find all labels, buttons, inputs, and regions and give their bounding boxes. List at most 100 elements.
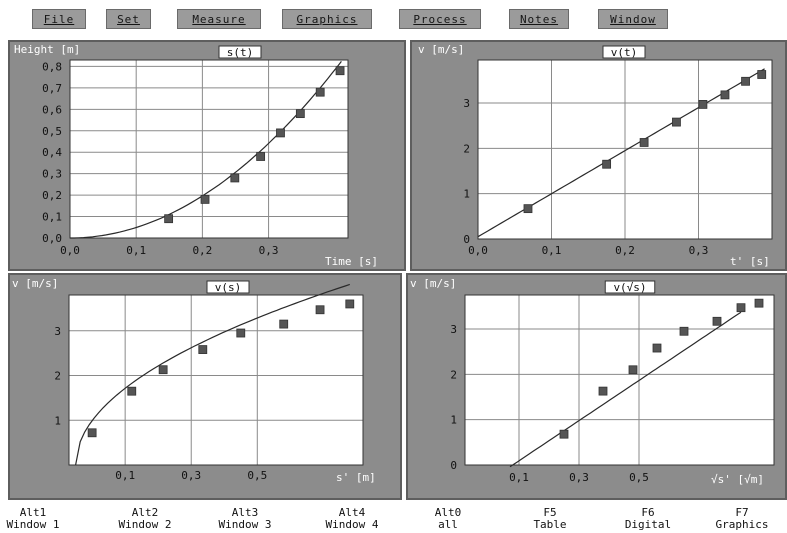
data-point: [720, 90, 730, 100]
y-tick-label: 1: [463, 188, 470, 201]
y-axis-label: v [m/s]: [410, 277, 456, 290]
menu-window[interactable]: Window: [598, 9, 668, 29]
data-point: [523, 204, 533, 214]
data-point: [741, 76, 750, 86]
chart-window-1[interactable]: 0,0 0,1 0,2 0,3 0,0 0,1 0,2 0,3 0,4 0,5 0,6 0,7 0,8 s…: [8, 40, 406, 271]
data-point: [639, 138, 649, 147]
y-tick-label: 0,2: [42, 189, 62, 202]
y-tick-label: 0: [463, 233, 470, 246]
x-tick-label: 0,5: [247, 469, 267, 482]
chart-window-2[interactable]: 0,0 0,1 0,2 0,3 0 1 2 3 v(t) v [m/s] t' [s]: [410, 40, 787, 271]
data-point: [345, 299, 355, 309]
data-point: [315, 305, 325, 315]
data-point: [230, 173, 240, 183]
data-point: [679, 326, 689, 336]
data-point: [754, 298, 764, 308]
y-tick-label: 0,3: [42, 168, 62, 181]
fit-curve: [75, 283, 350, 466]
y-tick-label: 0: [450, 459, 457, 472]
data-point: [256, 152, 266, 161]
fkey-alt2[interactable]: Alt2 Window 2: [118, 506, 172, 531]
x-tick-label: 0,1: [126, 244, 146, 257]
data-point: [672, 117, 681, 127]
data-point: [628, 365, 638, 375]
x-tick-label: 0,3: [259, 244, 279, 257]
chart-window-4[interactable]: 0,1 0,3 0,5 0 1 2 3 v(√s) v [m/s] √s' [√m]: [406, 273, 787, 500]
data-point: [652, 343, 662, 353]
chart-v-sqrt-s: 0,1 0,3 0,5 0 1 2 3 v(√s) v [m/s] √s' [√m]: [410, 277, 775, 486]
x-tick-label: 0,2: [615, 244, 635, 257]
x-tick-label: 0,2: [192, 244, 212, 257]
x-tick-label: 0,5: [629, 471, 649, 484]
plot-area: [69, 295, 363, 465]
y-tick-label: 0,6: [42, 103, 62, 116]
plot-frame: [477, 59, 773, 240]
x-axis-label: t' [s]: [730, 255, 770, 268]
fkey-f5[interactable]: F5 Table: [533, 506, 567, 531]
menu-bar: File Set Measure Graphics Process Notes …: [0, 0, 787, 38]
fkey-alt4[interactable]: Alt4 Window 4: [325, 506, 379, 531]
y-axis-label: v [m/s]: [12, 277, 58, 290]
menu-graphics[interactable]: Graphics: [282, 9, 372, 29]
y-tick-label: 2: [463, 142, 470, 155]
data-point: [736, 303, 746, 313]
menu-notes[interactable]: Notes: [509, 9, 569, 29]
plot-area: [70, 60, 348, 238]
y-tick-label: 1: [450, 414, 457, 427]
chart-title: s(t): [227, 46, 254, 59]
chart-title-box: [602, 45, 646, 59]
x-tick-label: 0,1: [115, 469, 135, 482]
x-tick-label: 0,3: [689, 244, 709, 257]
y-tick-label: 3: [450, 323, 457, 336]
plot-frame: [68, 294, 364, 466]
data-point: [698, 100, 708, 109]
data-point: [598, 386, 608, 396]
data-point: [559, 429, 569, 439]
chart-title: v(s): [215, 281, 242, 294]
x-tick-label: 0,1: [542, 244, 562, 257]
y-axis-label: Height [m]: [14, 43, 80, 56]
fkey-alt0[interactable]: Alt0 all: [434, 506, 462, 531]
data-point: [335, 66, 345, 76]
data-point: [757, 70, 767, 79]
plot-area: [465, 295, 774, 465]
plot-frame: [69, 59, 349, 239]
menu-file[interactable]: File: [32, 9, 86, 29]
x-tick-label: 0,0: [468, 244, 488, 257]
function-key-bar: Alt1 Window 1 Alt2 Window 2 Alt3 Window 3 A…: [0, 502, 787, 533]
y-tick-label: 0,7: [42, 82, 62, 95]
fkey-alt1[interactable]: Alt1 Window 1: [6, 506, 60, 531]
data-point: [602, 159, 612, 169]
data-point: [279, 319, 289, 329]
chart-title-box: [604, 280, 656, 294]
data-point: [295, 109, 305, 119]
data-point: [712, 316, 722, 326]
data-point: [198, 345, 208, 354]
menu-set[interactable]: Set: [106, 9, 151, 29]
menu-process[interactable]: Process: [399, 9, 481, 29]
y-tick-label: 3: [463, 97, 470, 110]
x-tick-label: 0,1: [509, 471, 529, 484]
fit-curve: [509, 311, 742, 468]
data-point: [164, 214, 174, 224]
x-axis-label: √s' [√m]: [711, 473, 764, 486]
y-tick-label: 3: [54, 325, 61, 338]
plot-frame: [464, 294, 775, 466]
data-point: [315, 87, 325, 97]
menu-measure[interactable]: Measure: [177, 9, 261, 29]
fkey-f7[interactable]: F7 Graphics: [715, 506, 769, 531]
y-tick-label: 0,1: [42, 211, 62, 224]
y-tick-label: 2: [450, 368, 457, 381]
chart-s-t: 0,0 0,1 0,2 0,3 0,0 0,1 0,2 0,3 0,4 0,5 0,6 0,7 0,8 s…: [14, 43, 378, 268]
chart-v-s: 0,1 0,3 0,5 1 2 3 v(s) v [m/s] s' [m]: [12, 277, 376, 484]
chart-window-3[interactable]: 0,1 0,3 0,5 1 2 3 v(s) v [m/s] s' [m]: [8, 273, 402, 500]
y-tick-label: 0,0: [42, 232, 62, 245]
y-tick-label: 0,4: [42, 146, 62, 159]
x-tick-label: 0,3: [569, 471, 589, 484]
y-tick-label: 2: [54, 370, 61, 383]
fkey-f6[interactable]: F6 Digital: [624, 506, 672, 531]
y-axis-label: v [m/s]: [418, 43, 464, 56]
fkey-alt3[interactable]: Alt3 Window 3: [218, 506, 272, 531]
y-tick-label: 1: [54, 414, 61, 427]
data-point: [200, 194, 210, 204]
